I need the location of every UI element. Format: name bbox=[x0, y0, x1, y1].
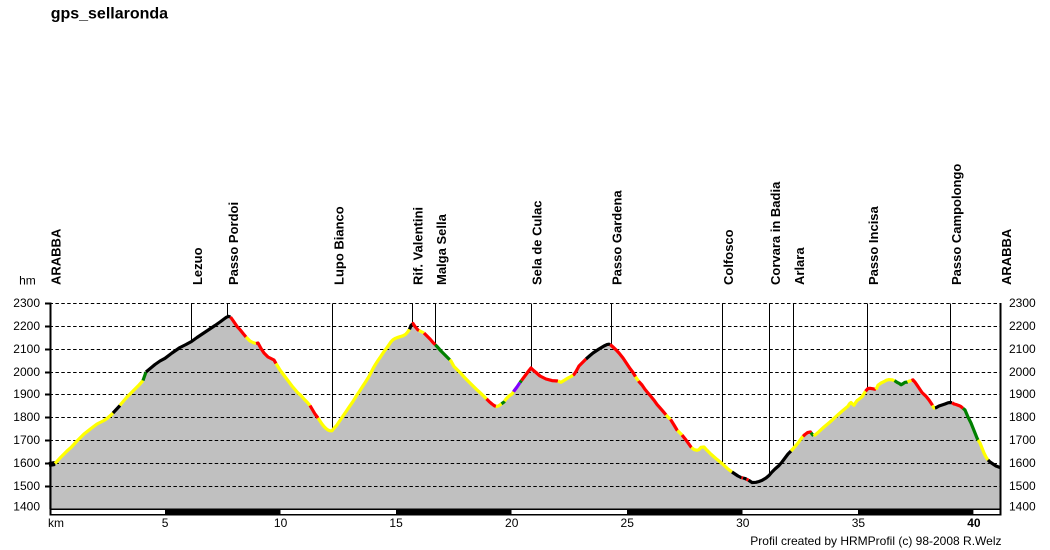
svg-text:2000: 2000 bbox=[1009, 365, 1036, 379]
svg-text:15: 15 bbox=[389, 516, 403, 530]
svg-text:2200: 2200 bbox=[13, 319, 40, 333]
svg-text:40: 40 bbox=[967, 516, 981, 530]
svg-text:1600: 1600 bbox=[13, 456, 40, 470]
svg-text:Profil created by HRMProfil (c: Profil created by HRMProfil (c) 98-2008 … bbox=[750, 534, 1001, 548]
svg-text:gps_sellaronda: gps_sellaronda bbox=[51, 6, 168, 23]
svg-text:Sela de Culac: Sela de Culac bbox=[530, 200, 545, 285]
svg-text:Arlara: Arlara bbox=[792, 247, 807, 285]
svg-text:2000: 2000 bbox=[13, 365, 40, 379]
svg-text:2300: 2300 bbox=[1009, 296, 1036, 310]
svg-text:hm: hm bbox=[19, 274, 36, 288]
svg-text:1800: 1800 bbox=[13, 410, 40, 424]
svg-text:Passo Campolongo: Passo Campolongo bbox=[949, 164, 964, 285]
svg-text:2200: 2200 bbox=[1009, 319, 1036, 333]
svg-text:Rif. Valentini: Rif. Valentini bbox=[411, 207, 426, 285]
svg-text:2100: 2100 bbox=[1009, 342, 1036, 356]
svg-text:10: 10 bbox=[274, 516, 288, 530]
svg-text:1400: 1400 bbox=[1009, 500, 1036, 514]
svg-text:Corvara in Badia: Corvara in Badia bbox=[768, 181, 783, 285]
svg-text:20: 20 bbox=[505, 516, 519, 530]
svg-text:Colfosco: Colfosco bbox=[721, 229, 736, 285]
svg-text:30: 30 bbox=[736, 516, 750, 530]
svg-text:Passo Gardena: Passo Gardena bbox=[610, 190, 625, 285]
svg-text:5: 5 bbox=[162, 516, 169, 530]
svg-text:Lupo Bianco: Lupo Bianco bbox=[331, 206, 346, 285]
svg-text:25: 25 bbox=[621, 516, 635, 530]
svg-text:Passo Incisa: Passo Incisa bbox=[866, 205, 881, 285]
svg-text:1800: 1800 bbox=[1009, 410, 1036, 424]
svg-text:1900: 1900 bbox=[1009, 387, 1036, 401]
svg-text:1700: 1700 bbox=[1009, 433, 1036, 447]
svg-text:1500: 1500 bbox=[1009, 479, 1036, 493]
svg-text:Malga Sella: Malga Sella bbox=[434, 213, 449, 285]
svg-text:1700: 1700 bbox=[13, 433, 40, 447]
svg-text:1900: 1900 bbox=[13, 387, 40, 401]
svg-text:ARABBA: ARABBA bbox=[48, 228, 63, 285]
svg-text:2100: 2100 bbox=[13, 342, 40, 356]
svg-text:1600: 1600 bbox=[1009, 456, 1036, 470]
svg-text:ARABBA: ARABBA bbox=[999, 228, 1014, 285]
svg-text:1400: 1400 bbox=[13, 500, 40, 514]
svg-text:1500: 1500 bbox=[13, 479, 40, 493]
svg-text:km: km bbox=[48, 516, 64, 530]
svg-text:35: 35 bbox=[852, 516, 866, 530]
svg-text:2300: 2300 bbox=[13, 296, 40, 310]
svg-text:Passo Pordoi: Passo Pordoi bbox=[226, 202, 241, 285]
svg-text:Lezuo: Lezuo bbox=[190, 247, 205, 285]
